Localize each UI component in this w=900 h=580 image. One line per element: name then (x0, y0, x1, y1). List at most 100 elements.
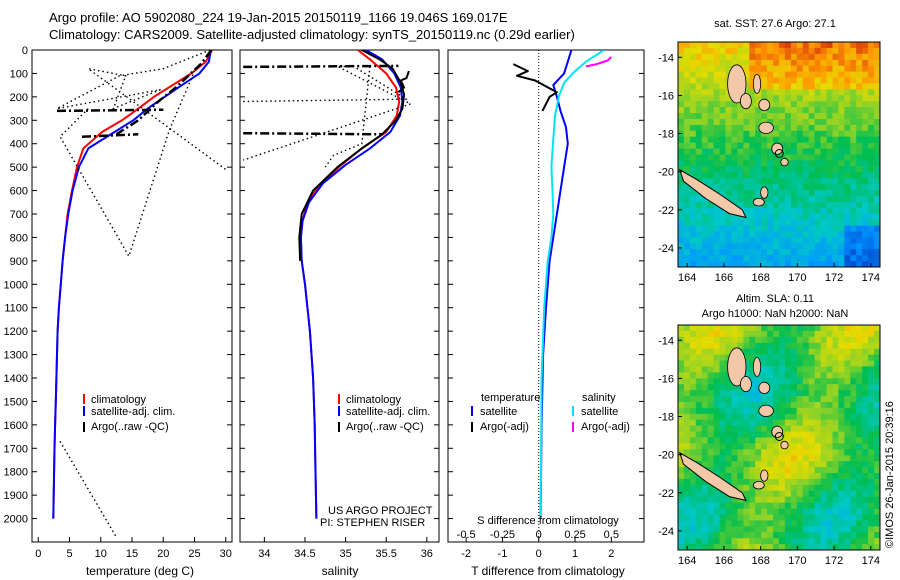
map-cell (844, 42, 851, 49)
map-cell (695, 502, 703, 510)
map-cell (767, 330, 774, 338)
map-cell (725, 178, 732, 185)
imos-stamp: ©IMOS 26-Jan-2015 20:39:16 (884, 401, 896, 548)
map-cell (779, 119, 786, 126)
map-cell (761, 154, 768, 161)
map-cell (796, 449, 804, 456)
map-cell (850, 166, 857, 173)
map-cell (820, 130, 828, 138)
map-cell (689, 160, 697, 167)
map-cell (767, 154, 774, 161)
map-cell (743, 372, 750, 379)
map-cell (808, 89, 816, 96)
map-cell (689, 342, 697, 350)
map-cell (707, 154, 715, 161)
map-cell (790, 378, 798, 385)
map-cell (689, 249, 697, 256)
map-cell (737, 166, 744, 173)
map-cell (755, 249, 762, 256)
map-cell (755, 136, 762, 144)
map-cell (743, 538, 750, 545)
map-cell (749, 520, 756, 527)
map-cell (838, 348, 845, 356)
map-cell (796, 366, 804, 373)
map-cell (719, 113, 727, 120)
argo-float-marker (774, 149, 784, 158)
map-cell (755, 532, 762, 539)
map-cell (820, 225, 828, 233)
map-cell (862, 496, 869, 504)
map-cell (838, 231, 845, 238)
map-cell (832, 520, 839, 527)
vanuatu-island (780, 440, 789, 450)
map-cell (784, 243, 792, 250)
map-cell (808, 249, 816, 256)
map-cell (749, 71, 756, 79)
map-cell (678, 113, 685, 120)
map-cell (784, 538, 792, 545)
map-cell (779, 113, 786, 120)
map-cell (826, 378, 833, 385)
map-cell (796, 207, 804, 215)
map-cell (820, 431, 828, 439)
map-cell (856, 53, 863, 61)
map-cell (832, 396, 839, 403)
map-cell (701, 42, 709, 49)
map-cell (695, 443, 703, 450)
map-cell (862, 136, 869, 144)
map-cell (719, 53, 727, 61)
map-cell (826, 249, 833, 256)
map-cell (755, 255, 762, 262)
map-cell (719, 119, 727, 126)
map-cell (773, 484, 780, 492)
map-cell (820, 142, 828, 150)
map-cell (761, 255, 768, 262)
map-cell (725, 261, 732, 267)
map-cell (695, 107, 703, 114)
map-cell (802, 231, 810, 238)
map-cell (719, 65, 727, 73)
map-cell (796, 526, 804, 533)
map-cell (701, 449, 709, 456)
map-cell (779, 249, 786, 256)
map-cell (737, 130, 744, 138)
map-cell (844, 65, 851, 73)
map-cell (737, 53, 744, 61)
argo-float-marker (774, 432, 784, 441)
map-cell (701, 207, 709, 215)
map-cell (773, 390, 780, 397)
map-cell (683, 449, 691, 456)
map-cell (749, 190, 756, 197)
map-cell (719, 101, 727, 108)
map-cell (779, 195, 786, 203)
map-cell (713, 544, 721, 550)
map-cell (755, 449, 762, 456)
map-cell (689, 443, 697, 450)
map-cell (678, 231, 685, 238)
map-cell (838, 213, 845, 221)
series-line-argo-connector-2 (81, 133, 139, 138)
map-cell (850, 455, 857, 462)
map-cell (850, 496, 857, 504)
map-cell (850, 336, 857, 344)
map-cell (784, 366, 792, 373)
map-cell (678, 124, 685, 132)
map-cell (719, 249, 727, 256)
map-cell (868, 261, 875, 267)
map-cell (719, 532, 727, 539)
map-cell (850, 142, 857, 150)
map-cell (832, 407, 839, 415)
map-cell (755, 538, 762, 545)
map-y-tick-label: -24 (658, 526, 674, 538)
map-cell (743, 520, 750, 527)
map-cell (689, 219, 697, 227)
map-cell (707, 113, 715, 120)
map-cell (707, 71, 715, 79)
map-cell (784, 508, 792, 516)
map-cell (779, 419, 786, 427)
map-cell (838, 219, 845, 227)
map-cell (678, 366, 685, 373)
map-cell (683, 437, 691, 444)
map-cell (678, 119, 685, 126)
map-cell (737, 190, 744, 197)
